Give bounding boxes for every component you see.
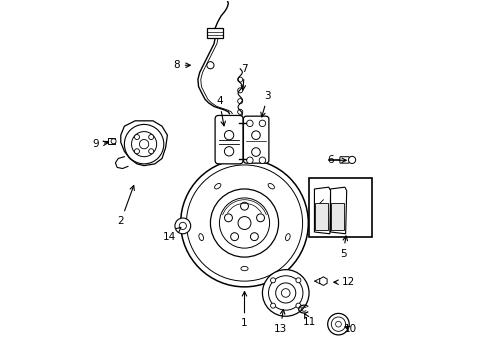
- Circle shape: [224, 214, 232, 222]
- Circle shape: [111, 139, 116, 144]
- Text: 5: 5: [339, 236, 347, 258]
- Circle shape: [237, 99, 242, 104]
- Circle shape: [270, 303, 275, 308]
- Circle shape: [251, 131, 260, 139]
- Text: 7: 7: [241, 64, 247, 90]
- Bar: [206, 28, 223, 39]
- Text: 3: 3: [260, 91, 270, 117]
- Circle shape: [262, 270, 308, 316]
- Circle shape: [179, 222, 186, 229]
- FancyBboxPatch shape: [339, 157, 348, 163]
- FancyBboxPatch shape: [215, 116, 243, 164]
- Circle shape: [268, 276, 303, 310]
- Text: 6: 6: [326, 155, 346, 165]
- Circle shape: [124, 125, 163, 164]
- Circle shape: [131, 132, 156, 157]
- Circle shape: [275, 283, 295, 303]
- Bar: [308, 178, 371, 237]
- Circle shape: [327, 314, 348, 335]
- Text: 1: 1: [241, 292, 247, 328]
- Circle shape: [348, 156, 355, 163]
- Polygon shape: [314, 187, 330, 234]
- Circle shape: [270, 278, 275, 283]
- Circle shape: [295, 303, 300, 308]
- Circle shape: [240, 202, 248, 210]
- Circle shape: [251, 148, 260, 156]
- Circle shape: [259, 157, 265, 163]
- Polygon shape: [121, 121, 167, 166]
- Circle shape: [295, 278, 300, 283]
- Circle shape: [238, 217, 250, 229]
- Circle shape: [237, 77, 242, 82]
- Text: 12: 12: [333, 277, 354, 287]
- Circle shape: [180, 159, 308, 287]
- Circle shape: [224, 147, 233, 156]
- Circle shape: [139, 139, 148, 149]
- Text: 11: 11: [302, 314, 315, 327]
- Circle shape: [330, 317, 345, 331]
- Circle shape: [134, 135, 139, 140]
- Circle shape: [256, 214, 264, 222]
- Circle shape: [224, 131, 233, 140]
- Circle shape: [237, 109, 242, 114]
- Circle shape: [281, 289, 289, 297]
- Circle shape: [210, 189, 278, 257]
- FancyBboxPatch shape: [243, 116, 268, 163]
- Circle shape: [259, 120, 265, 127]
- Circle shape: [148, 149, 153, 154]
- Text: 9: 9: [92, 139, 107, 149]
- Circle shape: [321, 279, 325, 283]
- Polygon shape: [330, 187, 346, 234]
- Circle shape: [206, 62, 214, 69]
- Circle shape: [134, 149, 139, 154]
- Circle shape: [175, 218, 190, 234]
- Circle shape: [335, 321, 341, 327]
- Text: 10: 10: [343, 324, 356, 334]
- Polygon shape: [330, 203, 344, 230]
- Circle shape: [219, 198, 269, 248]
- Circle shape: [186, 165, 302, 281]
- Text: 13: 13: [273, 310, 286, 334]
- Polygon shape: [314, 203, 327, 230]
- Text: 14: 14: [162, 228, 181, 242]
- Text: 8: 8: [173, 60, 190, 70]
- Circle shape: [250, 233, 258, 240]
- Circle shape: [237, 88, 242, 93]
- Circle shape: [246, 120, 253, 127]
- Circle shape: [230, 233, 238, 240]
- Text: 4: 4: [216, 96, 225, 126]
- Circle shape: [246, 157, 253, 163]
- Circle shape: [148, 135, 153, 140]
- Text: 2: 2: [117, 185, 134, 226]
- Bar: [107, 138, 115, 144]
